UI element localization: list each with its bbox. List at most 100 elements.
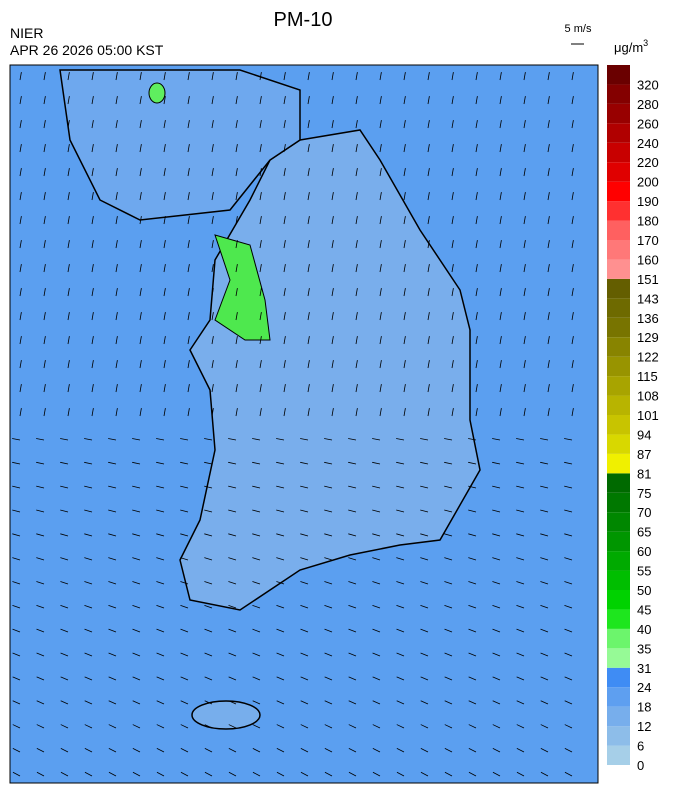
wind-arrow <box>523 96 526 105</box>
wind-arrow <box>492 604 501 609</box>
wind-arrow <box>132 485 141 489</box>
wind-arrow <box>451 216 454 225</box>
wind-arrow <box>348 771 357 777</box>
wind-arrow <box>235 144 238 153</box>
wind-arrow <box>276 652 285 657</box>
wind-arrow <box>540 604 549 609</box>
wind-arrow <box>211 192 214 201</box>
wind-arrow <box>187 168 190 177</box>
wind-arrow <box>540 748 549 753</box>
colorbar-bin <box>607 317 630 338</box>
wind-arrow <box>564 724 573 729</box>
wind-arrow <box>324 557 333 561</box>
wind-arrow <box>348 485 357 489</box>
wind-arrow <box>259 120 262 129</box>
colorbar-label: 160 <box>637 252 659 267</box>
wind-arrow <box>523 384 526 393</box>
wind-arrow <box>468 771 477 777</box>
wind-arrow <box>355 336 358 345</box>
wind-arrow <box>372 461 381 465</box>
wind-arrow <box>84 533 93 537</box>
wind-arrow <box>228 771 237 777</box>
wind-arrow <box>468 604 477 609</box>
wind-arrow <box>67 312 70 321</box>
wind-arrow <box>163 312 166 321</box>
colorbar-bin <box>607 512 630 532</box>
wind-arrow <box>252 557 261 561</box>
wind-arrow <box>139 72 142 81</box>
wind-arrow <box>204 557 213 561</box>
wind-arrow <box>475 288 478 297</box>
wind-arrow <box>547 216 550 225</box>
wind-arrow <box>300 748 309 753</box>
wind-arrow <box>396 485 405 489</box>
wind-arrow <box>420 724 429 729</box>
wind-arrow <box>36 438 45 441</box>
colorbar-bin <box>607 706 630 727</box>
wind-arrow <box>139 240 142 249</box>
wind-arrow <box>43 408 46 417</box>
wind-arrow <box>540 771 549 777</box>
wind-arrow <box>564 604 573 609</box>
wind-arrow <box>307 192 310 201</box>
wind-arrow <box>547 360 550 369</box>
wind-arrow <box>180 700 189 705</box>
wind-arrow <box>211 240 214 249</box>
colorbar-bin <box>607 220 630 240</box>
wind-arrow <box>252 581 261 585</box>
wind-arrow <box>12 628 21 633</box>
wind-arrow <box>43 72 46 81</box>
wind-arrow <box>468 724 477 729</box>
colorbar-label: 240 <box>637 136 659 151</box>
wind-arrow <box>204 438 213 441</box>
wind-arrow <box>115 144 118 153</box>
wind-arrow <box>427 312 430 321</box>
wind-arrow <box>468 485 477 489</box>
wind-arrow <box>499 264 502 273</box>
wind-arrow <box>571 264 574 273</box>
wind-arrow <box>379 240 382 249</box>
wind-arrow <box>204 485 213 489</box>
wind-arrow <box>211 408 214 417</box>
wind-arrow <box>91 240 94 249</box>
wind-arrow <box>451 192 454 201</box>
wind-arrow <box>187 240 190 249</box>
wind-arrow <box>379 216 382 225</box>
wind-arrow <box>259 288 262 297</box>
wind-arrow <box>60 771 69 777</box>
colorbar-bin <box>607 531 630 552</box>
wind-arrow <box>156 628 165 633</box>
wind-arrow <box>67 72 70 81</box>
wind-arrow <box>115 288 118 297</box>
wind-arrow <box>283 384 286 393</box>
wind-arrow <box>84 628 93 633</box>
wind-arrow <box>499 336 502 345</box>
wind-arrow <box>355 408 358 417</box>
colorbar-label: 220 <box>637 155 659 170</box>
wind-arrow <box>252 628 261 633</box>
wind-arrow <box>444 748 453 753</box>
wind-arrow <box>571 336 574 345</box>
wind-arrow <box>43 120 46 129</box>
wind-arrow <box>492 700 501 705</box>
wind-arrow <box>180 748 189 753</box>
wind-arrow <box>84 652 93 657</box>
wind-arrow <box>19 144 22 153</box>
wind-arrow <box>324 509 333 513</box>
wind-arrow <box>300 533 309 537</box>
wind-arrow <box>139 120 142 129</box>
wind-arrow <box>499 312 502 321</box>
wind-arrow <box>547 192 550 201</box>
wind-arrow <box>211 360 214 369</box>
wind-arrow <box>427 264 430 273</box>
wind-arrow <box>67 336 70 345</box>
wind-arrow <box>163 120 166 129</box>
wind-arrow <box>379 408 382 417</box>
wind-arrow <box>571 120 574 129</box>
wind-arrow <box>451 240 454 249</box>
wind-arrow <box>156 461 165 465</box>
wind-arrow <box>451 168 454 177</box>
wind-arrow <box>475 408 478 417</box>
wind-arrow <box>36 628 45 633</box>
